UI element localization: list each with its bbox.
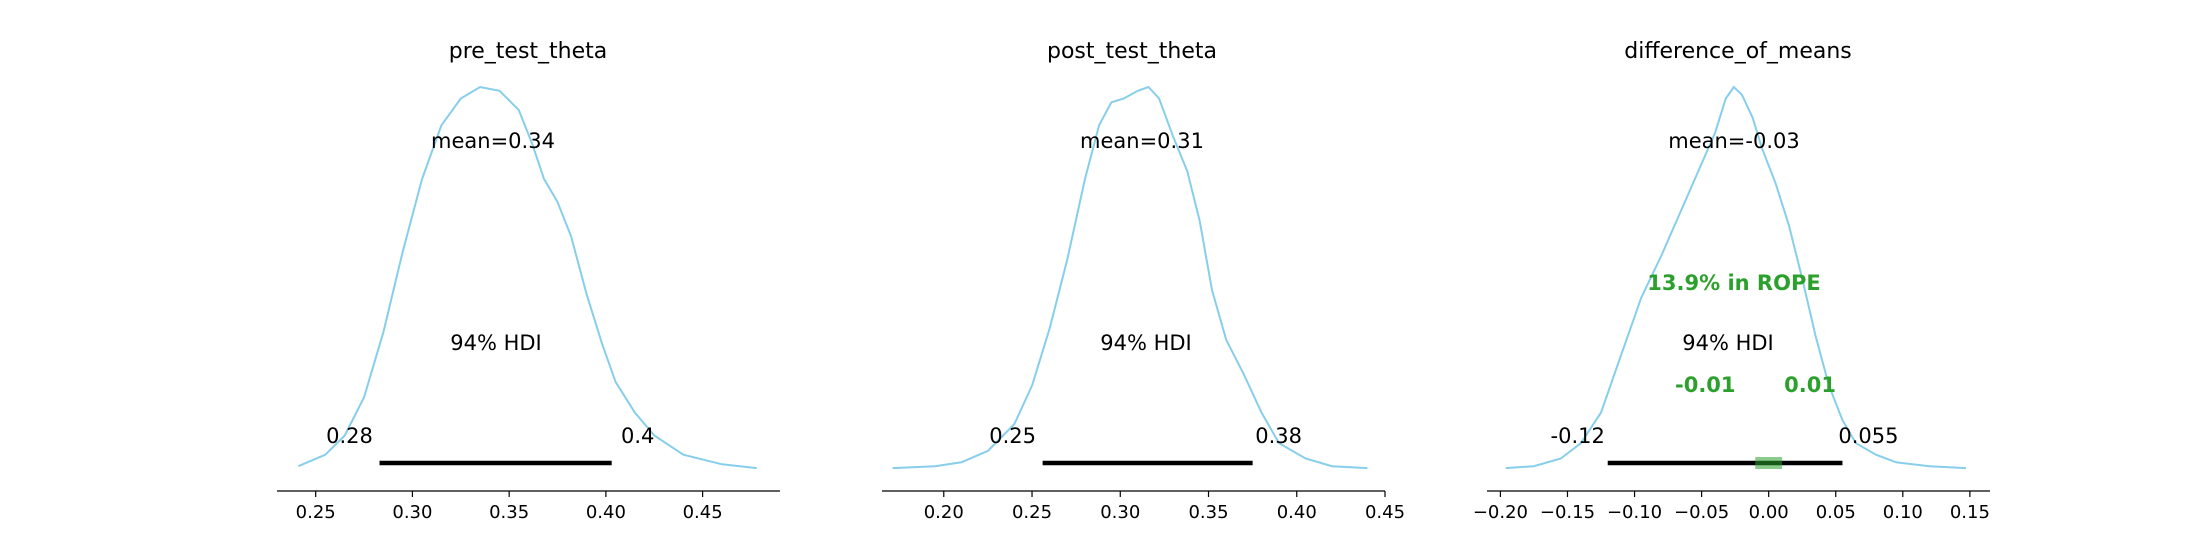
x-tick-label: 0.15 — [1950, 502, 1990, 523]
x-tick-label: 0.40 — [1277, 502, 1317, 523]
rope-lower-label: -0.01 — [1675, 373, 1736, 397]
density-curve — [892, 85, 1368, 470]
hdi-label: 94% HDI — [450, 331, 542, 355]
mean-label: mean=0.34 — [431, 129, 555, 153]
rope-upper-label: 0.01 — [1784, 373, 1836, 397]
x-tick-label: −0.05 — [1674, 502, 1729, 523]
panel-pre-test-theta: pre_test_theta mean=0.34 94% HDI 0.28 0.4 0.2… — [277, 39, 780, 523]
x-tick-label: 0.45 — [1365, 502, 1405, 523]
x-tick-label: 0.35 — [489, 502, 529, 523]
chart-title: difference_of_means — [1624, 39, 1852, 64]
mean-label: mean=0.31 — [1080, 129, 1204, 153]
x-tick-label: 0.45 — [683, 502, 723, 523]
hdi-upper-label: 0.38 — [1255, 424, 1302, 448]
chart-title: post_test_theta — [1047, 39, 1217, 64]
hdi-lower-label: 0.28 — [326, 424, 373, 448]
hdi-label: 94% HDI — [1682, 331, 1774, 355]
x-tick-label: 0.25 — [296, 502, 336, 523]
rope-percentage-label: 13.9% in ROPE — [1647, 271, 1820, 295]
x-tick-label: 0.35 — [1188, 502, 1228, 523]
mean-label: mean=-0.03 — [1668, 129, 1800, 153]
hdi-upper-label: 0.055 — [1838, 424, 1898, 448]
density-curve — [1505, 85, 1966, 470]
x-tick-label: 0.10 — [1883, 502, 1923, 523]
x-tick-label: 0.20 — [924, 502, 964, 523]
chart-title: pre_test_theta — [449, 39, 608, 64]
x-tick-label: −0.20 — [1473, 502, 1528, 523]
x-tick-label: 0.30 — [392, 502, 432, 523]
hdi-upper-label: 0.4 — [621, 424, 654, 448]
x-tick-label: 0.30 — [1100, 502, 1140, 523]
panel-difference-of-means: difference_of_means mean=-0.03 94% HDI -0.1… — [1473, 39, 1990, 523]
x-tick-label: −0.15 — [1540, 502, 1595, 523]
rope-band — [1755, 457, 1783, 469]
hdi-lower-label: 0.25 — [989, 424, 1036, 448]
x-tick-label: 0.25 — [1012, 502, 1052, 523]
panel-post-test-theta: post_test_theta mean=0.31 94% HDI 0.25 0.38 0… — [882, 39, 1405, 523]
x-tick-label: 0.05 — [1816, 502, 1856, 523]
density-curve — [297, 85, 757, 470]
x-tick-label: 0.00 — [1749, 502, 1789, 523]
hdi-lower-label: -0.12 — [1551, 424, 1605, 448]
x-tick-label: −0.10 — [1607, 502, 1662, 523]
hdi-label: 94% HDI — [1100, 331, 1192, 355]
x-tick-label: 0.40 — [586, 502, 626, 523]
